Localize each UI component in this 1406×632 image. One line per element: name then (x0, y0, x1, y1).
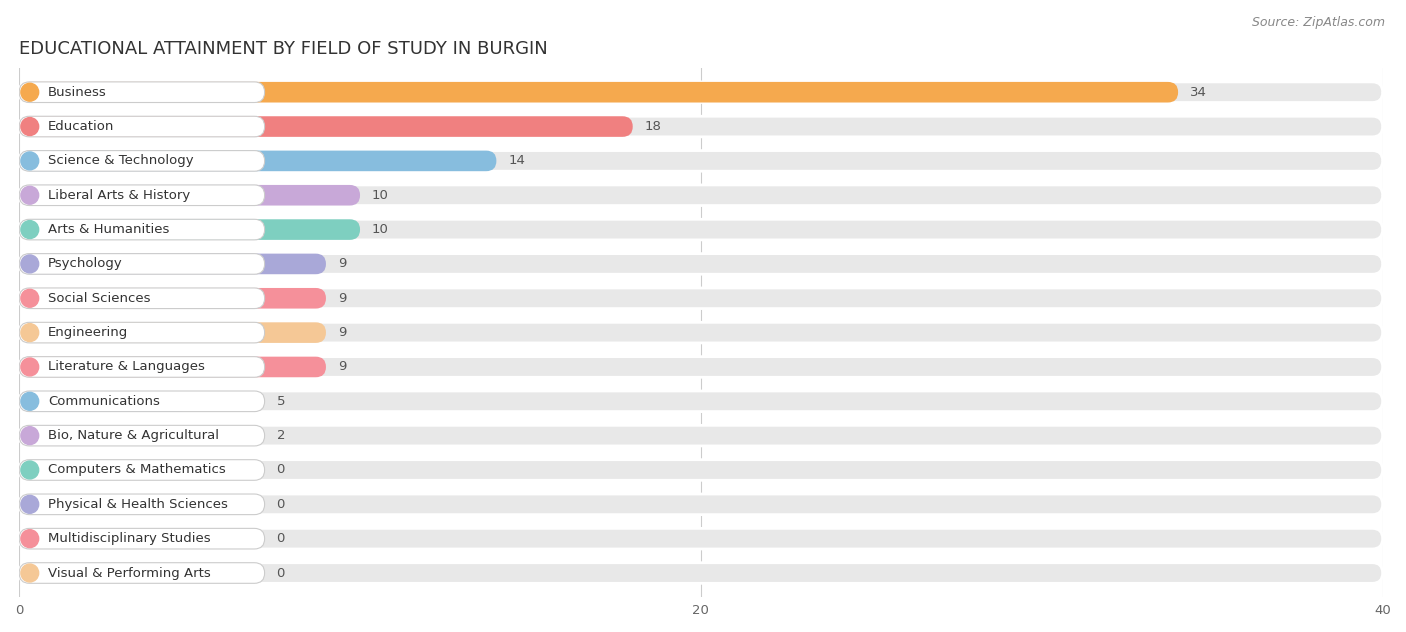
Circle shape (21, 495, 39, 513)
Text: 18: 18 (645, 120, 662, 133)
Text: Business: Business (48, 86, 107, 99)
FancyBboxPatch shape (20, 82, 1382, 102)
FancyBboxPatch shape (20, 185, 264, 205)
FancyBboxPatch shape (20, 459, 264, 480)
FancyBboxPatch shape (20, 253, 264, 274)
FancyBboxPatch shape (20, 322, 1382, 343)
FancyBboxPatch shape (20, 425, 264, 446)
FancyBboxPatch shape (20, 391, 1382, 411)
FancyBboxPatch shape (20, 150, 1382, 171)
Circle shape (21, 289, 39, 307)
Text: Communications: Communications (48, 395, 160, 408)
FancyBboxPatch shape (20, 391, 264, 411)
FancyBboxPatch shape (20, 116, 633, 137)
Text: Bio, Nature & Agricultural: Bio, Nature & Agricultural (48, 429, 219, 442)
FancyBboxPatch shape (20, 219, 360, 240)
Text: Education: Education (48, 120, 114, 133)
FancyBboxPatch shape (20, 219, 1382, 240)
Text: Literature & Languages: Literature & Languages (48, 360, 205, 374)
FancyBboxPatch shape (20, 322, 326, 343)
Text: Visual & Performing Arts: Visual & Performing Arts (48, 566, 211, 580)
FancyBboxPatch shape (20, 82, 264, 102)
Text: 14: 14 (509, 154, 526, 167)
Circle shape (21, 392, 39, 410)
Circle shape (21, 221, 39, 238)
Text: EDUCATIONAL ATTAINMENT BY FIELD OF STUDY IN BURGIN: EDUCATIONAL ATTAINMENT BY FIELD OF STUDY… (20, 40, 548, 58)
FancyBboxPatch shape (20, 150, 264, 171)
Circle shape (21, 461, 39, 479)
Text: 0: 0 (277, 566, 285, 580)
Circle shape (21, 255, 39, 273)
FancyBboxPatch shape (20, 116, 1382, 137)
Text: Arts & Humanities: Arts & Humanities (48, 223, 170, 236)
Circle shape (21, 118, 39, 135)
Text: Physical & Health Sciences: Physical & Health Sciences (48, 498, 228, 511)
FancyBboxPatch shape (20, 116, 264, 137)
FancyBboxPatch shape (20, 494, 1382, 514)
Circle shape (21, 186, 39, 204)
FancyBboxPatch shape (20, 219, 264, 240)
Circle shape (21, 152, 39, 170)
FancyBboxPatch shape (20, 459, 1382, 480)
FancyBboxPatch shape (20, 322, 264, 343)
Text: Science & Technology: Science & Technology (48, 154, 194, 167)
FancyBboxPatch shape (20, 356, 264, 377)
FancyBboxPatch shape (20, 528, 264, 549)
Text: 2: 2 (277, 429, 285, 442)
Circle shape (21, 83, 39, 101)
Circle shape (21, 530, 39, 548)
Text: 10: 10 (373, 189, 389, 202)
FancyBboxPatch shape (20, 528, 1382, 549)
FancyBboxPatch shape (20, 494, 264, 514)
FancyBboxPatch shape (20, 562, 1382, 583)
Text: 9: 9 (337, 257, 346, 270)
FancyBboxPatch shape (20, 391, 190, 411)
FancyBboxPatch shape (20, 356, 1382, 377)
Text: Liberal Arts & History: Liberal Arts & History (48, 189, 190, 202)
FancyBboxPatch shape (20, 185, 360, 205)
FancyBboxPatch shape (20, 253, 326, 274)
Text: 34: 34 (1189, 86, 1206, 99)
Circle shape (21, 358, 39, 376)
Text: 0: 0 (277, 532, 285, 545)
Circle shape (21, 324, 39, 341)
Text: Computers & Mathematics: Computers & Mathematics (48, 463, 226, 477)
Circle shape (21, 427, 39, 444)
FancyBboxPatch shape (20, 185, 1382, 205)
Text: Psychology: Psychology (48, 257, 122, 270)
Text: Engineering: Engineering (48, 326, 128, 339)
Text: Social Sciences: Social Sciences (48, 292, 150, 305)
Text: 10: 10 (373, 223, 389, 236)
FancyBboxPatch shape (20, 82, 1178, 102)
FancyBboxPatch shape (20, 150, 496, 171)
Text: Multidisciplinary Studies: Multidisciplinary Studies (48, 532, 211, 545)
Text: 9: 9 (337, 292, 346, 305)
FancyBboxPatch shape (20, 425, 1382, 446)
Circle shape (21, 564, 39, 582)
Text: 5: 5 (277, 395, 285, 408)
FancyBboxPatch shape (20, 288, 264, 308)
FancyBboxPatch shape (20, 425, 87, 446)
FancyBboxPatch shape (20, 288, 1382, 308)
Text: 0: 0 (277, 463, 285, 477)
Text: 9: 9 (337, 360, 346, 374)
FancyBboxPatch shape (20, 253, 1382, 274)
FancyBboxPatch shape (20, 288, 326, 308)
Text: 9: 9 (337, 326, 346, 339)
Text: Source: ZipAtlas.com: Source: ZipAtlas.com (1251, 16, 1385, 29)
FancyBboxPatch shape (20, 356, 326, 377)
Text: 0: 0 (277, 498, 285, 511)
FancyBboxPatch shape (20, 562, 264, 583)
